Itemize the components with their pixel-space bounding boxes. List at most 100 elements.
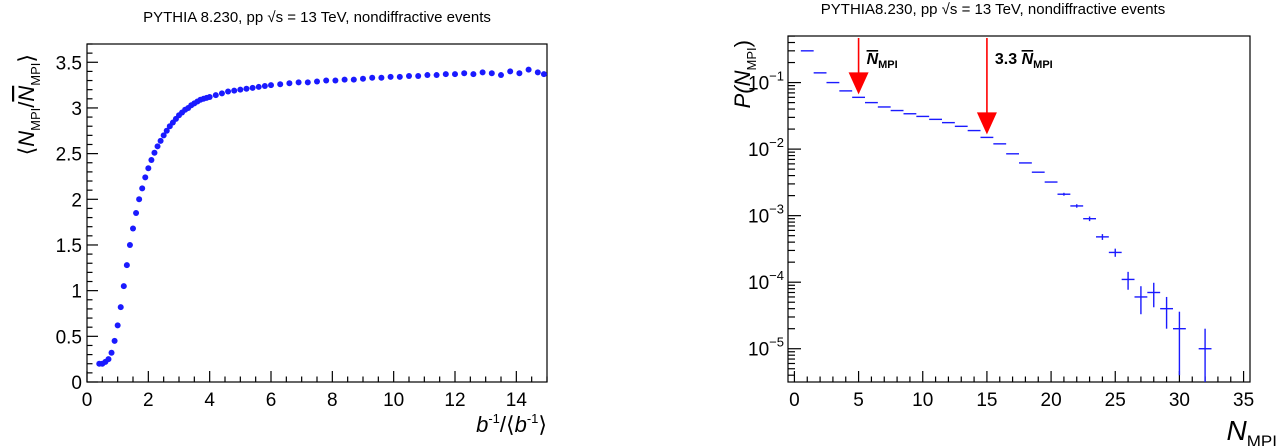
right-y-axis-label: P(NMPI) bbox=[730, 40, 759, 108]
right-y-tick-label: 10−1 bbox=[748, 69, 784, 95]
left-data-point bbox=[105, 356, 112, 363]
left-data-point bbox=[148, 157, 155, 164]
left-data-point bbox=[136, 196, 143, 203]
left-ylabel-sub2: MPI bbox=[28, 63, 43, 86]
left-data-point bbox=[540, 71, 547, 78]
right-y-tick-label: 10−3 bbox=[748, 202, 784, 228]
left-xlabel-close: ⟩ bbox=[538, 412, 547, 437]
left-series-points bbox=[96, 66, 547, 367]
left-data-point bbox=[123, 262, 130, 269]
left-chart-title: PYTHIA 8.230, pp √s = 13 TeV, nondiffrac… bbox=[143, 9, 491, 26]
left-data-point bbox=[133, 210, 140, 216]
left-data-point bbox=[212, 92, 219, 99]
left-y-tick-label: 1.5 bbox=[56, 236, 82, 257]
left-y-axis: 0 0.5 1 1.5 2 2.5 3 3.5 bbox=[56, 43, 98, 394]
left-x-tick-label: 8 bbox=[327, 390, 338, 411]
left-xlabel-sep: /⟨ bbox=[500, 412, 515, 437]
right-x-axis: 0 5 10 15 20 25 30 35 bbox=[789, 371, 1254, 411]
left-data-point bbox=[304, 79, 311, 86]
left-data-point bbox=[295, 79, 302, 86]
left-data-point bbox=[231, 87, 238, 94]
left-data-point bbox=[268, 82, 274, 89]
left-data-point bbox=[218, 90, 225, 97]
right-series-bins bbox=[800, 50, 1212, 382]
left-data-point bbox=[369, 74, 376, 81]
left-data-point bbox=[396, 73, 403, 80]
left-xlabel-sup1: -1 bbox=[488, 411, 500, 426]
left-x-tick-label: 14 bbox=[506, 390, 528, 411]
left-data-point bbox=[341, 76, 348, 83]
left-data-point bbox=[157, 137, 164, 144]
left-y-tick-label: 1 bbox=[71, 282, 82, 303]
left-y-tick-label: 2 bbox=[71, 190, 82, 211]
left-data-point bbox=[332, 77, 339, 84]
right-x-tick-label: 5 bbox=[853, 390, 864, 411]
right-y-tick-label: 10−2 bbox=[748, 135, 784, 161]
left-chart: PYTHIA 8.230, pp √s = 13 TeV, nondiffrac… bbox=[14, 9, 548, 437]
right-plot-frame bbox=[787, 35, 1251, 383]
mpi-arrow-head bbox=[976, 112, 997, 135]
right-annotations: NMPI 3.3 NMPI bbox=[848, 38, 1053, 135]
right-x-axis-label: NMPI bbox=[1227, 415, 1277, 446]
left-data-point bbox=[406, 72, 412, 79]
right-ylabel-sub: MPI bbox=[744, 47, 759, 70]
left-ylabel-open: ⟨ bbox=[14, 147, 39, 156]
right-y-axis: 10−1 10−2 10−3 10−4 10−5 bbox=[748, 35, 801, 376]
left-data-point bbox=[261, 83, 268, 90]
left-x-tick-label: 12 bbox=[444, 390, 465, 411]
right-ylabel-close: ) bbox=[730, 40, 755, 47]
right-x-tick-label: 30 bbox=[1169, 390, 1190, 411]
left-data-point bbox=[163, 127, 170, 134]
left-data-point bbox=[442, 71, 449, 78]
right-ylabel-n: N bbox=[730, 70, 755, 86]
left-y-tick-label: 2.5 bbox=[56, 145, 82, 166]
left-ylabel-slash: / bbox=[14, 101, 39, 108]
left-data-point bbox=[323, 77, 330, 84]
right-x-tick-label: 15 bbox=[976, 390, 997, 411]
left-y-tick-label: 3 bbox=[71, 99, 82, 120]
left-data-point bbox=[139, 185, 146, 192]
left-data-point bbox=[314, 78, 320, 85]
left-data-point bbox=[461, 70, 468, 77]
left-data-point bbox=[237, 86, 244, 93]
right-y-tick-label: 10−5 bbox=[748, 335, 784, 361]
left-y-tick-label: 0 bbox=[71, 373, 82, 394]
left-data-point bbox=[111, 337, 118, 344]
right-chart: PYTHIA8.230, pp √s = 13 TeV, nondiffract… bbox=[730, 1, 1277, 446]
left-data-point bbox=[525, 66, 532, 73]
right-y-tick-label: 10−4 bbox=[748, 268, 784, 294]
right-x-tick-label: 0 bbox=[789, 390, 800, 411]
mean-mpi-label: NMPI bbox=[867, 51, 898, 71]
left-data-point bbox=[145, 165, 152, 172]
left-data-point bbox=[108, 349, 115, 356]
left-data-point bbox=[117, 304, 124, 311]
left-xlabel-b2: b bbox=[515, 412, 527, 437]
left-data-point bbox=[488, 70, 495, 77]
mpi-arrow-head bbox=[848, 72, 869, 95]
left-ylabel-close: ⟩ bbox=[14, 54, 39, 63]
left-data-point bbox=[249, 84, 256, 91]
left-data-point bbox=[452, 71, 458, 78]
left-data-point bbox=[255, 83, 262, 90]
right-xlabel-n: N bbox=[1227, 415, 1248, 446]
left-y-tick-label: 3.5 bbox=[56, 53, 82, 74]
right-x-tick-label: 25 bbox=[1105, 390, 1126, 411]
left-data-point bbox=[151, 149, 158, 156]
left-y-axis-label: ⟨NMPI/NMPI⟩ bbox=[14, 54, 43, 155]
left-data-point bbox=[433, 72, 440, 79]
left-x-axis: 0 2 4 6 8 10 12 14 bbox=[82, 371, 548, 411]
left-data-point bbox=[160, 132, 167, 139]
right-x-tick-label: 10 bbox=[912, 390, 933, 411]
left-data-point bbox=[378, 74, 385, 81]
left-data-point bbox=[470, 71, 477, 78]
left-x-axis-label: b-1/⟨b-1⟩ bbox=[476, 411, 547, 437]
left-data-point bbox=[154, 143, 161, 150]
left-y-tick-label: 0.5 bbox=[56, 327, 82, 348]
left-ylabel-nbar: N bbox=[14, 86, 39, 102]
left-data-point bbox=[507, 68, 514, 75]
left-plot-frame bbox=[86, 43, 548, 383]
left-data-point bbox=[126, 241, 133, 248]
left-data-point bbox=[534, 69, 541, 76]
left-data-point bbox=[415, 72, 422, 79]
